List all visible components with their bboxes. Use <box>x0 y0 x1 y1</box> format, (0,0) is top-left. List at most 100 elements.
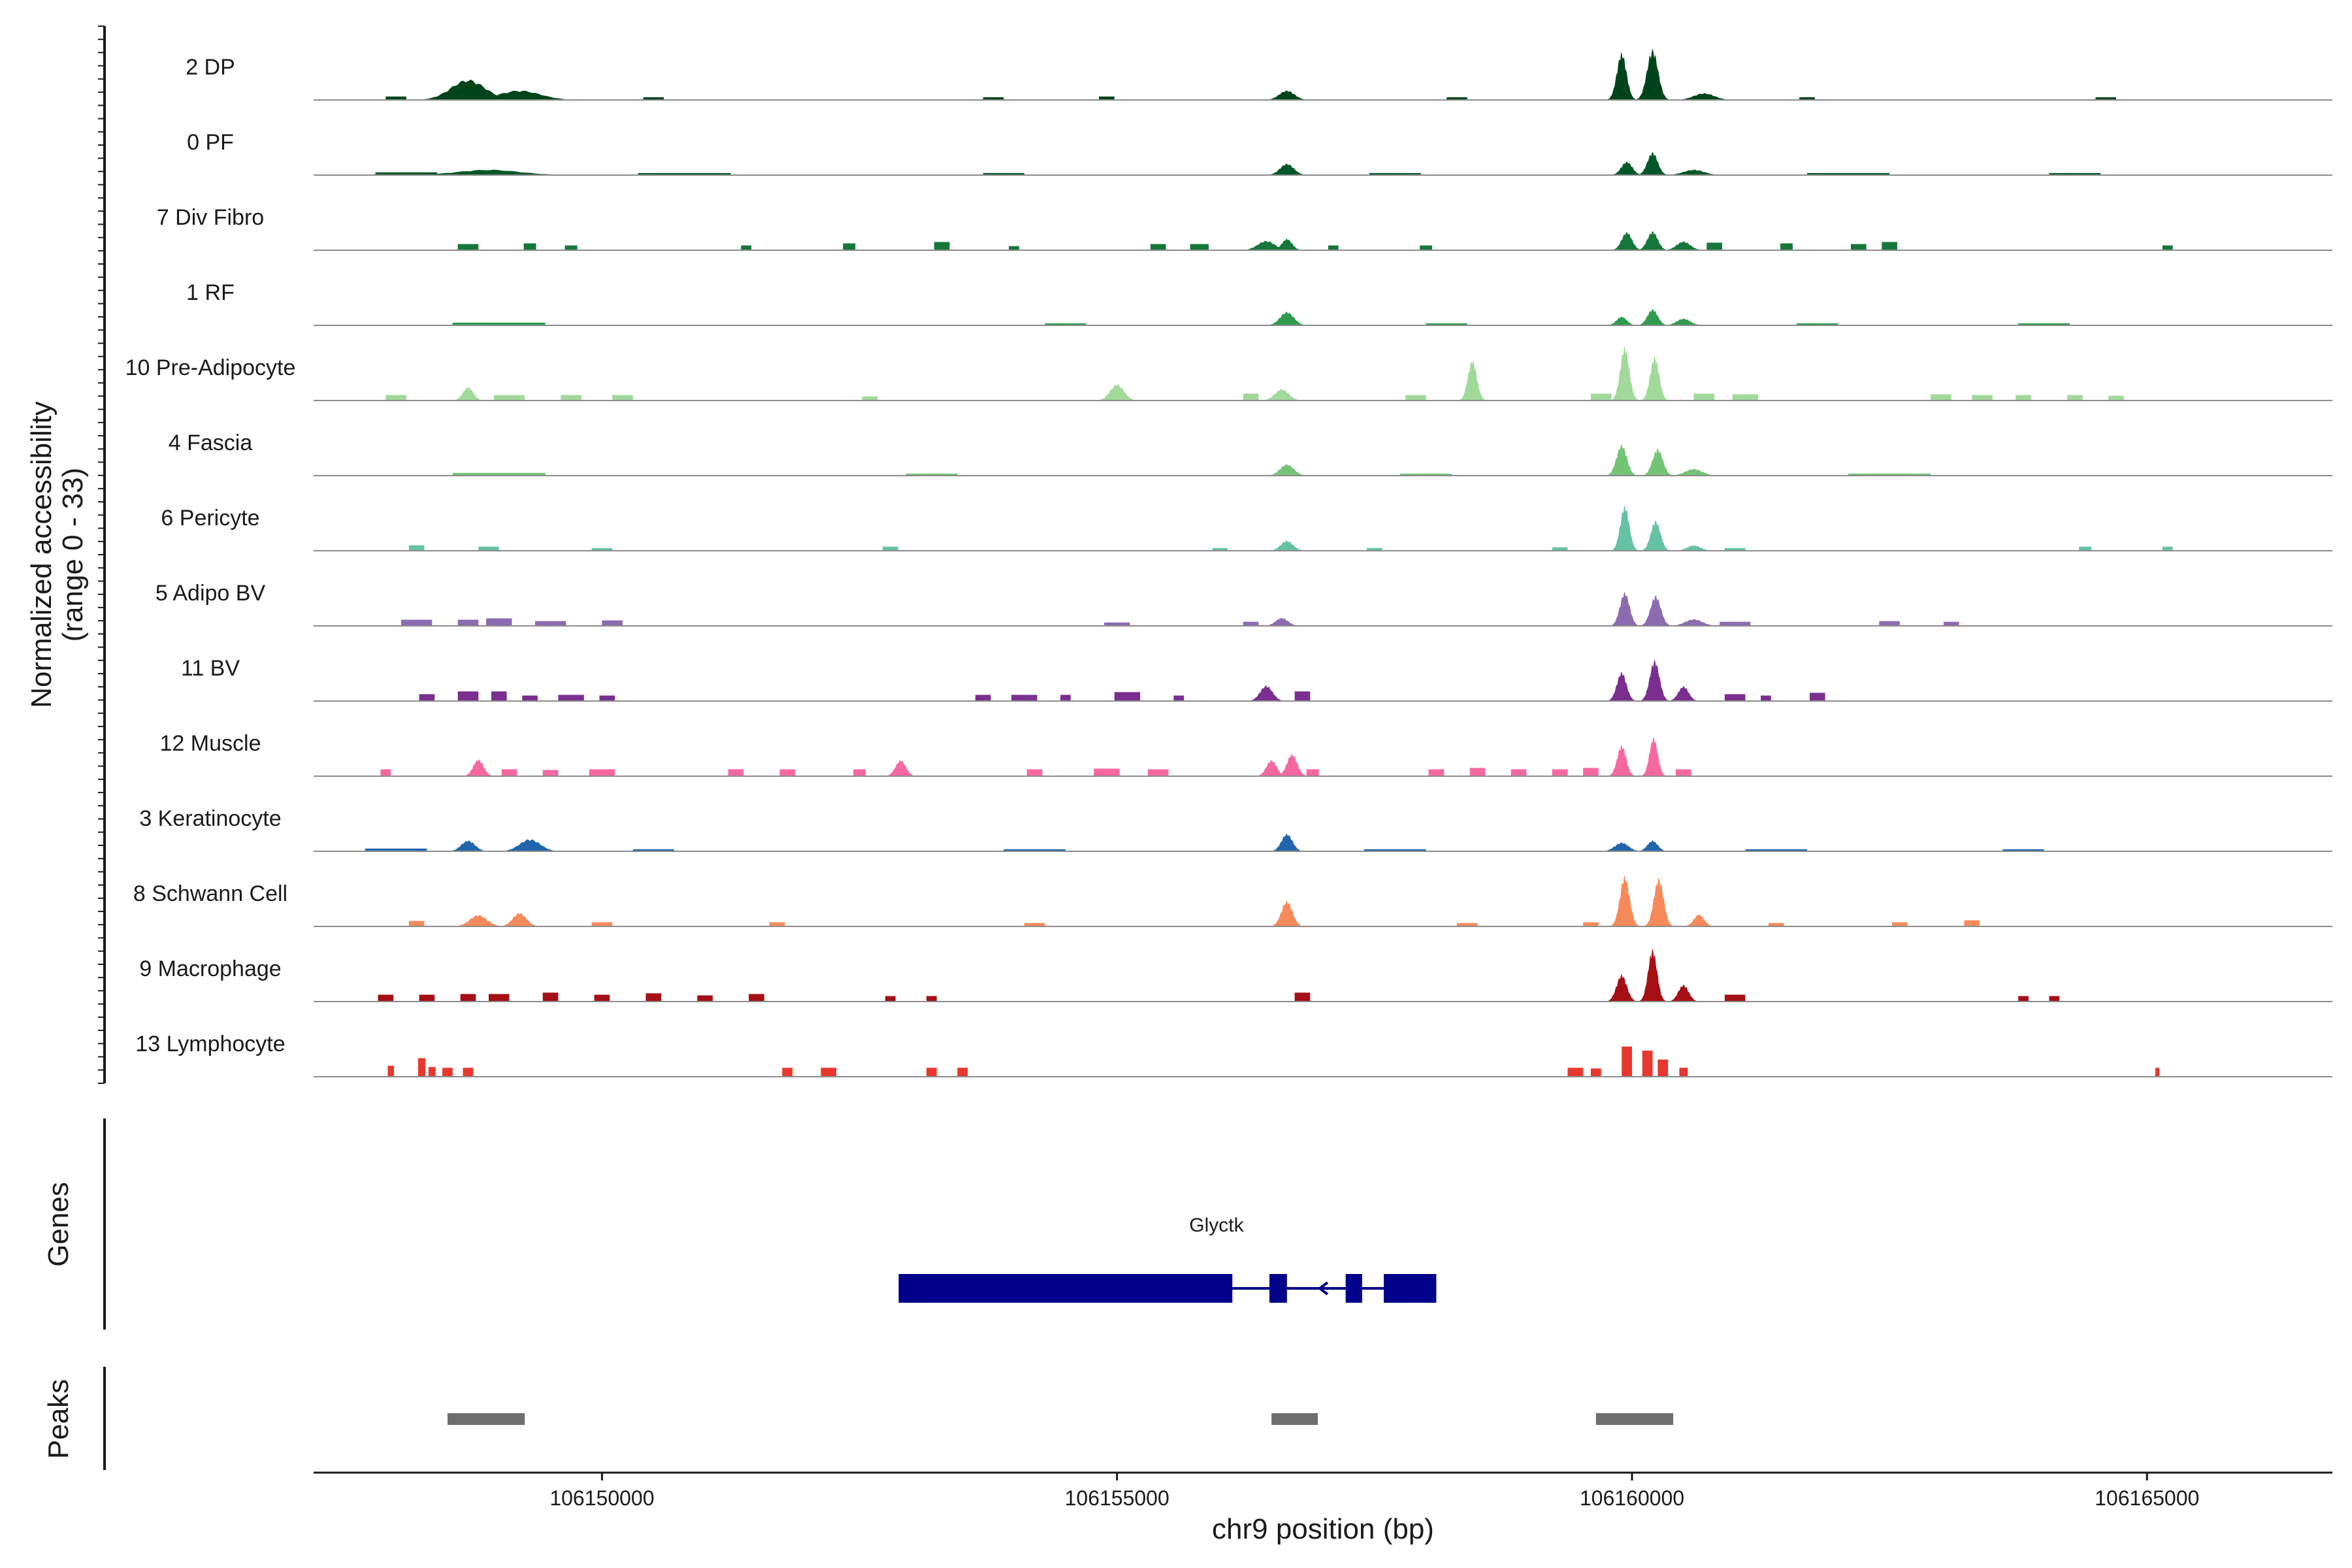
coverage-fragment <box>957 1068 968 1077</box>
coverage-fragment <box>843 243 856 250</box>
coverage-fragment <box>1190 244 1209 250</box>
coverage-fragment <box>1724 694 1746 701</box>
peaks-panel: Peaks <box>42 1367 1674 1470</box>
coverage-fragment <box>1212 547 1228 551</box>
coverage-fragment <box>2049 996 2060 1002</box>
coverage-fragment <box>452 472 546 476</box>
coverage-fragment <box>2018 323 2070 325</box>
coverage-fragment <box>1150 244 1166 250</box>
coverage-fragment <box>1768 923 1784 926</box>
track-label: 2 DP <box>186 55 235 80</box>
coverage-fragment <box>1103 622 1130 626</box>
gene-exon <box>1345 1274 1362 1303</box>
coverage-fragment <box>2108 395 2124 400</box>
coverage-peak <box>1668 619 1720 626</box>
coverage-peak <box>1668 468 1720 476</box>
coverage-fragment <box>728 769 744 776</box>
coverage-fragment <box>1243 393 1259 400</box>
coverage-fragment <box>602 620 623 626</box>
coverage-fragment <box>782 1068 793 1077</box>
coverage-fragment <box>1590 393 1612 400</box>
coverage-peak <box>1663 318 1705 325</box>
genes-axis-label: Genes <box>42 1182 74 1267</box>
coverage-peak <box>1610 875 1639 926</box>
coverage-peak <box>1606 974 1637 1002</box>
coverage-fragment <box>1369 172 1421 175</box>
coverage-peak <box>1640 659 1669 701</box>
y-axis-title: Normalized accessibility <box>25 401 57 708</box>
coverage-fragment <box>1009 246 1019 250</box>
track-8-schwann-cell: 8 Schwann Cell <box>133 875 2332 927</box>
gene-exon <box>1384 1274 1437 1303</box>
coverage-fragment <box>769 922 785 926</box>
left-axis: Normalized accessibility (range 0 - 33) <box>25 25 106 1084</box>
coverage-fragment <box>523 243 536 250</box>
coverage-fragment <box>457 691 479 701</box>
peak-regions <box>447 1413 1674 1425</box>
coverage-fragment <box>1642 1051 1653 1077</box>
track-label: 1 RF <box>186 280 235 305</box>
coverage-fragment <box>1114 692 1141 701</box>
coverage-fragment <box>542 992 559 1002</box>
coverage-peak <box>457 90 581 100</box>
coverage-fragment <box>463 1068 474 1077</box>
coverage-fragment <box>1306 769 1319 776</box>
coverage-peak <box>1610 161 1644 175</box>
coverage-fragment <box>821 1068 837 1077</box>
track-9-macrophage: 9 Macrophage <box>139 948 2332 1002</box>
coverage-fragment <box>645 993 662 1002</box>
coverage-fragment <box>457 619 479 626</box>
coverage-fragment <box>983 97 1004 100</box>
track-label: 10 Pre-Adipocyte <box>125 355 296 380</box>
coverage-fragment <box>594 994 610 1002</box>
coverage-fragment <box>1026 769 1043 776</box>
coverage-fragment <box>486 618 512 626</box>
coverage-peak <box>1096 384 1138 400</box>
coverage-peak <box>1641 736 1666 776</box>
x-axis: 106150000 106155000 106160000 106165000 chr… <box>314 1471 2332 1545</box>
coverage-peak <box>1268 540 1306 551</box>
coverage-peak <box>1270 834 1303 851</box>
track-10-pre-adipocyte: 10 Pre-Adipocyte <box>125 346 2332 401</box>
coverage-peak <box>452 387 484 400</box>
coverage-fragment <box>1848 473 1931 476</box>
coverage-peak <box>885 760 917 776</box>
coverage-fragment <box>1943 621 1959 626</box>
track-label: 5 Adipo BV <box>155 581 266 606</box>
coverage-fragment <box>542 770 559 776</box>
coverage-fragment <box>612 395 633 400</box>
coverage-peak <box>1639 948 1666 1002</box>
coverage-fragment <box>1511 769 1527 776</box>
coverage-fragment <box>1931 394 1952 400</box>
track-label: 8 Schwann Cell <box>133 881 287 906</box>
coverage-peak <box>1668 686 1699 701</box>
coverage-fragment <box>1426 323 1467 325</box>
track-1-rf: 1 RF <box>186 280 2332 326</box>
coverage-fragment <box>2002 849 2044 851</box>
gene-exon <box>898 1274 1233 1303</box>
coverage-fragment <box>638 172 731 175</box>
track-label: 12 Muscle <box>160 731 261 756</box>
coverage-peak <box>1247 685 1285 701</box>
coverage-fragment <box>491 691 507 701</box>
coverage-peak <box>463 759 494 776</box>
coverage-fragment <box>1583 922 1599 926</box>
coverage-fragment <box>558 694 584 701</box>
track-2-dp: 2 DP <box>186 48 2332 101</box>
coverage-fragment <box>2095 97 2116 100</box>
coverage-fragment <box>418 1058 426 1077</box>
x-tick-label: 106150000 <box>549 1486 654 1510</box>
coverage-fragment <box>564 245 578 250</box>
coverage-peak <box>1644 877 1673 926</box>
coverage-peak <box>452 915 504 926</box>
coverage-peak <box>1641 519 1671 551</box>
coverage-fragment <box>1094 768 1120 776</box>
strand-arrow-icon <box>1317 1281 1329 1296</box>
coverage-fragment <box>452 322 546 325</box>
coverage-fragment <box>1745 849 1807 851</box>
coverage-tracks: 2 DP 0 PF 7 Div Fibro 1 RF 10 Pre-Adipocyte 4… <box>125 48 2332 1077</box>
coverage-peak <box>1673 545 1715 551</box>
x-tick-label: 106160000 <box>1580 1486 1684 1510</box>
coverage-fragment <box>975 694 991 701</box>
